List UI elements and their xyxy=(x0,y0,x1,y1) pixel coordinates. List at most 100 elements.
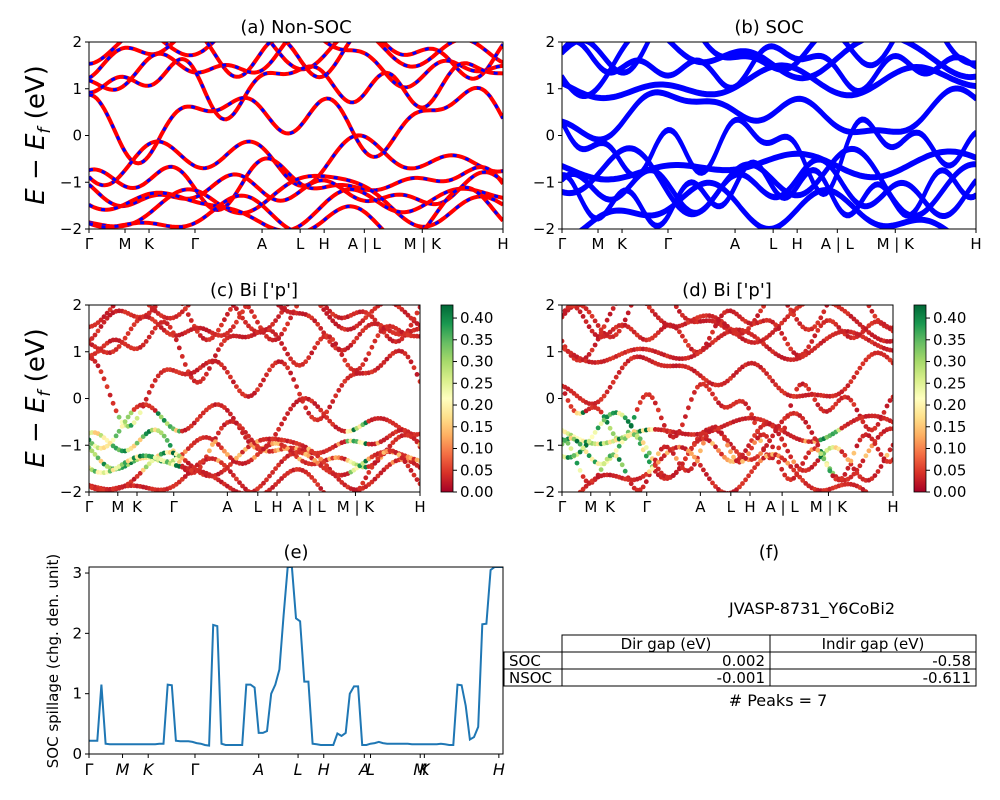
projection-point xyxy=(252,492,257,497)
projection-point xyxy=(417,379,420,384)
projection-point xyxy=(333,393,339,399)
projection-point xyxy=(174,294,179,299)
colorbar-tick-label: 0.15 xyxy=(933,418,966,436)
projection-point xyxy=(330,500,335,505)
projection-point xyxy=(604,456,610,462)
projection-point xyxy=(115,305,118,306)
projection-point xyxy=(273,466,278,471)
projection-point xyxy=(140,467,146,473)
projection-point xyxy=(845,383,851,389)
projection-point xyxy=(315,453,321,459)
projection-point xyxy=(162,295,167,300)
projection-point xyxy=(134,474,140,479)
projection-point xyxy=(773,382,778,388)
projection-point xyxy=(170,330,176,336)
projection-point xyxy=(129,292,134,297)
projection-point xyxy=(414,372,420,377)
projection-point xyxy=(782,416,788,421)
band-line xyxy=(89,56,503,122)
projection-point xyxy=(806,386,812,392)
projection-point xyxy=(309,350,315,356)
projection-point xyxy=(643,445,649,450)
projection-point xyxy=(255,319,260,325)
projection-point xyxy=(598,467,604,472)
projection-point xyxy=(673,325,679,331)
projection-point xyxy=(632,295,637,300)
projection-point xyxy=(623,292,628,297)
projection-point xyxy=(806,424,812,430)
projection-point xyxy=(188,374,194,380)
colorbar-tick-label: 0.20 xyxy=(460,396,493,414)
projection-point xyxy=(330,337,336,342)
xtick-label: A xyxy=(695,498,706,516)
xtick-label: L xyxy=(294,760,303,779)
projection-point xyxy=(369,344,375,350)
projection-point xyxy=(267,367,272,373)
ytick-label: 0 xyxy=(545,390,555,408)
band-line xyxy=(562,42,976,97)
band-line xyxy=(562,145,976,217)
ytick-label: 0 xyxy=(72,745,82,763)
projection-point xyxy=(728,449,733,455)
projection-point xyxy=(333,341,339,347)
projection-point xyxy=(369,314,375,320)
projection-point xyxy=(580,445,586,451)
projection-point xyxy=(372,476,378,482)
projection-point xyxy=(890,442,893,448)
projection-point xyxy=(812,298,817,303)
panel-e-line xyxy=(89,567,503,747)
xtick-label: M xyxy=(592,235,605,253)
projection-point xyxy=(155,411,161,416)
projection-point xyxy=(670,473,676,478)
projection-point xyxy=(270,470,275,475)
projection-point xyxy=(336,387,342,393)
projection-point xyxy=(722,490,727,492)
projection-point xyxy=(315,300,320,305)
projection-point xyxy=(863,357,869,363)
projection-point xyxy=(770,378,775,384)
xtick-label: Γ xyxy=(558,498,567,516)
projection-point xyxy=(143,396,149,402)
colorbar-tick-label: 0.05 xyxy=(933,461,966,479)
projection-point xyxy=(137,470,143,476)
panel-f-subtitle: JVASP-8731_Y6CoBi2 xyxy=(728,599,895,619)
ytick-label: 1 xyxy=(545,80,555,98)
projection-point xyxy=(255,452,260,457)
projection-point xyxy=(378,363,384,368)
projection-point xyxy=(782,472,788,478)
projection-point xyxy=(235,305,238,306)
panel-a-ylabel: E − Ef (eV) xyxy=(21,65,55,205)
projection-point xyxy=(270,321,275,327)
projection-point xyxy=(640,484,646,490)
projection-point xyxy=(619,462,625,468)
projection-point xyxy=(858,286,863,291)
projection-point xyxy=(646,459,652,465)
projection-point xyxy=(776,385,782,391)
projection-point xyxy=(179,309,185,315)
projection-point xyxy=(839,276,844,281)
projection-point xyxy=(601,417,607,423)
projection-point xyxy=(872,473,878,478)
projection-point xyxy=(671,299,676,304)
projection-point xyxy=(800,461,806,466)
band-line-dash xyxy=(89,86,503,165)
colorbar-tick-label: 0.30 xyxy=(460,353,493,371)
projection-point xyxy=(864,298,869,303)
projection-point xyxy=(857,463,863,469)
projection-point xyxy=(619,439,625,445)
projection-point xyxy=(586,438,592,444)
projection-point xyxy=(601,324,607,329)
colorbar-tick-label: 0.15 xyxy=(460,418,493,436)
projection-point xyxy=(339,352,345,358)
projection-point xyxy=(321,411,327,417)
projection-point xyxy=(369,479,375,485)
projection-point xyxy=(641,298,646,303)
ytick-label: 1 xyxy=(72,343,82,361)
ytick-label: 2 xyxy=(72,624,82,642)
band-line xyxy=(89,42,503,92)
projection-point xyxy=(848,474,854,480)
gap-table-row-nsoc-dir: -0.001 xyxy=(717,669,765,687)
projection-point xyxy=(152,408,158,413)
projection-point xyxy=(824,305,830,308)
projection-point xyxy=(408,468,414,473)
